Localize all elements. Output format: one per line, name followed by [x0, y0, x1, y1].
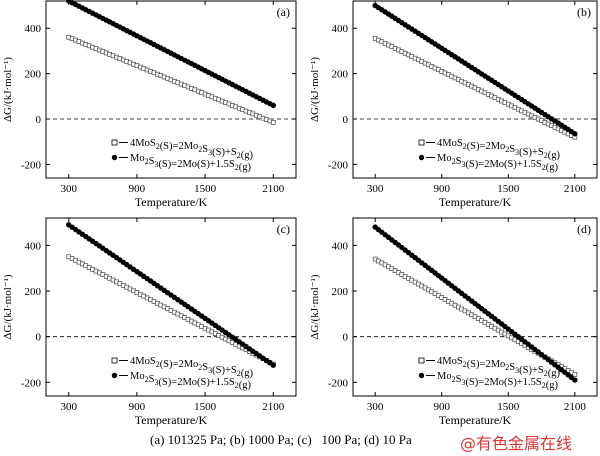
x-tick-label: 1500 — [194, 183, 217, 195]
legend-text: Mo2S3(S)=2Mo(S)+1.5S2(g) — [130, 371, 251, 391]
x-tick-label: 1500 — [497, 183, 520, 195]
x-tick-label: 1500 — [194, 401, 217, 413]
y-tick-label: 400 — [332, 23, 349, 35]
plot-frame — [352, 0, 598, 179]
series-mo2s3-decomposition — [372, 224, 578, 383]
series-mos2-decomposition — [66, 254, 276, 367]
series-mos2-decomposition — [66, 34, 276, 125]
series-mos2-decomposition — [372, 36, 578, 140]
y-tick-label: 200 — [332, 286, 349, 298]
panel-label: (c) — [277, 222, 290, 236]
plot-frame — [352, 217, 598, 397]
legend-text: Mo2S3(S)=2Mo(S)+1.5S2(g) — [437, 371, 558, 391]
plot-frame — [45, 217, 297, 397]
x-tick-label: 300 — [60, 401, 77, 413]
legend-entry: 4MoS2(S)=2Mo2S3(S)+S2(g) — [111, 356, 253, 379]
panel-label: (a) — [277, 5, 290, 19]
x-axis-label: Temperature/K — [439, 195, 512, 209]
legend-text: 4MoS2(S)=2Mo2S3(S)+S2(g) — [130, 356, 253, 379]
data-point — [572, 131, 578, 137]
y-tick-label: -200 — [21, 377, 42, 389]
y-tick-label: -200 — [21, 159, 42, 171]
legend-marker-square — [111, 139, 118, 146]
series-mo2s3-decomposition — [66, 0, 276, 109]
x-tick-label: 300 — [60, 183, 77, 195]
plot-frame — [45, 0, 297, 179]
y-tick-label: 0 — [343, 114, 349, 126]
x-tick-label: 1500 — [497, 401, 520, 413]
x-tick-label: 900 — [129, 401, 146, 413]
legend-marker-square — [418, 357, 425, 364]
legend-marker-square — [111, 357, 118, 364]
chart-panel-a: -200 0 200 400 300 900 1500 2100 Temperature/K ΔG… — [2, 0, 297, 209]
x-tick-label: 900 — [433, 183, 450, 195]
y-tick-label: 0 — [36, 332, 42, 344]
x-tick-label: 2100 — [262, 183, 285, 195]
legend-marker-circle — [111, 372, 118, 379]
y-tick-label: 200 — [332, 69, 349, 81]
data-point — [270, 362, 276, 368]
legend-entry: Mo2S3(S)=2Mo(S)+1.5S2(g) — [111, 371, 251, 391]
y-tick-label: 200 — [25, 69, 42, 81]
series-mo2s3-decomposition — [372, 2, 578, 137]
chart-panel-b: -200 0 200 400 300 900 1500 2100 Temperature/K ΔG… — [309, 0, 598, 209]
chart-panel-d: -200 0 200 400 300 900 1500 2100 Temperature/K ΔG… — [309, 217, 598, 427]
legend-marker-circle — [418, 372, 425, 379]
panel-label: (d) — [577, 222, 591, 236]
chart-panel-c: -200 0 200 400 300 900 1500 2100 Temperature/K ΔG… — [2, 217, 297, 427]
legend-entry: 4MoS2(S)=2Mo2S3(S)+S2(g) — [418, 356, 560, 379]
legend-entry: Mo2S3(S)=2Mo(S)+1.5S2(g) — [111, 153, 251, 173]
legend-entry: Mo2S3(S)=2Mo(S)+1.5S2(g) — [418, 153, 558, 173]
x-tick-label: 300 — [367, 183, 384, 195]
x-tick-label: 300 — [367, 401, 384, 413]
legend-text: 4MoS2(S)=2Mo2S3(S)+S2(g) — [437, 138, 560, 161]
data-point — [572, 377, 578, 383]
watermark: @有色金属在线 — [460, 434, 573, 453]
x-axis-label: Temperature/K — [135, 195, 208, 209]
x-tick-label: 2100 — [564, 401, 587, 413]
y-tick-label: 0 — [343, 332, 349, 344]
x-tick-label: 900 — [433, 401, 450, 413]
y-tick-label: 0 — [36, 114, 42, 126]
y-tick-label: -200 — [328, 377, 349, 389]
y-axis-label: ΔG/(kJ·mol⁻¹) — [309, 57, 321, 122]
legend-marker-circle — [418, 154, 425, 161]
data-point — [270, 102, 276, 109]
y-axis-label: ΔG/(kJ·mol⁻¹) — [2, 274, 14, 339]
panel-label: (b) — [577, 5, 591, 19]
y-axis-label: ΔG/(kJ·mol⁻¹) — [309, 274, 321, 339]
y-tick-label: 400 — [332, 240, 349, 252]
x-tick-label: 2100 — [262, 401, 285, 413]
legend-text: Mo2S3(S)=2Mo(S)+1.5S2(g) — [130, 153, 251, 173]
x-tick-label: 900 — [129, 183, 146, 195]
y-axis-label: ΔG/(kJ·mol⁻¹) — [2, 57, 14, 122]
x-axis-label: Temperature/K — [135, 413, 208, 427]
legend-text: 4MoS2(S)=2Mo2S3(S)+S2(g) — [130, 138, 253, 161]
caption-text: (a) 101325 Pa; (b) 1000 Pa; (c) 100 Pa; … — [150, 432, 412, 447]
series-mo2s3-decomposition — [66, 222, 276, 368]
legend-entry: 4MoS2(S)=2Mo2S3(S)+S2(g) — [418, 138, 560, 161]
y-tick-label: 400 — [25, 23, 42, 35]
x-axis-label: Temperature/K — [439, 413, 512, 427]
legend-text: Mo2S3(S)=2Mo(S)+1.5S2(g) — [437, 153, 558, 173]
y-tick-label: 200 — [25, 286, 42, 298]
legend-marker-circle — [111, 154, 118, 161]
legend-text: 4MoS2(S)=2Mo2S3(S)+S2(g) — [437, 356, 560, 379]
data-point — [572, 371, 578, 377]
figure-caption: (a) 101325 Pa; (b) 1000 Pa; (c) 100 Pa; … — [0, 430, 600, 453]
x-tick-label: 2100 — [564, 183, 587, 195]
y-tick-label: 400 — [25, 240, 42, 252]
data-point — [270, 120, 276, 125]
legend-entry: Mo2S3(S)=2Mo(S)+1.5S2(g) — [418, 371, 558, 391]
legend-marker-square — [418, 139, 425, 146]
legend-entry: 4MoS2(S)=2Mo2S3(S)+S2(g) — [111, 138, 253, 161]
y-tick-label: -200 — [328, 159, 349, 171]
